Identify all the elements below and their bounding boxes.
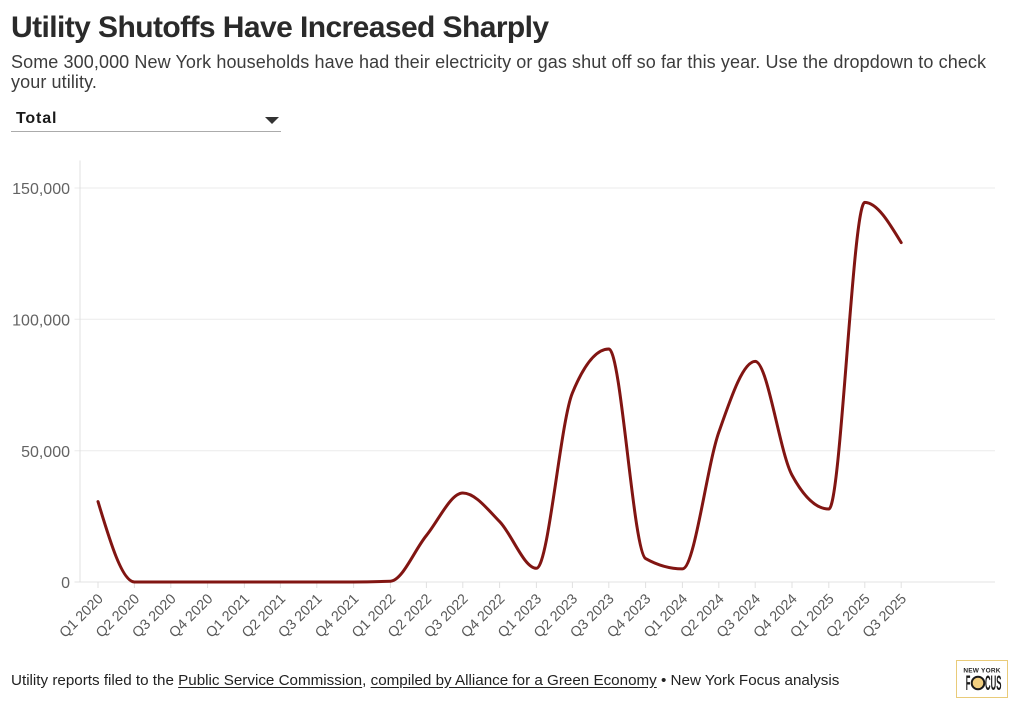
svg-text:CUS: CUS bbox=[985, 672, 1001, 695]
svg-text:150,000: 150,000 bbox=[12, 181, 70, 198]
svg-text:0: 0 bbox=[61, 575, 70, 592]
svg-text:50,000: 50,000 bbox=[21, 444, 70, 461]
svg-text:100,000: 100,000 bbox=[12, 312, 70, 329]
svg-text:F: F bbox=[965, 672, 970, 695]
svg-text:NEW YORK: NEW YORK bbox=[963, 667, 1000, 674]
